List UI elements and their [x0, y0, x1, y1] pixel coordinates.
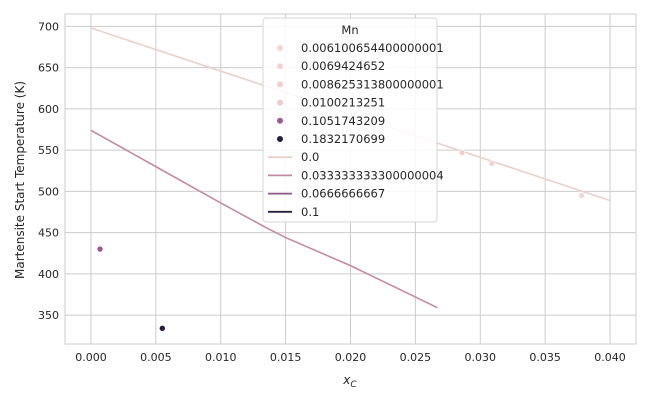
scatter-points [96, 149, 585, 332]
legend-marker [277, 117, 283, 124]
legend-label: 0.0100213251 [301, 96, 385, 110]
y-tick-label: 350 [38, 309, 59, 322]
y-axis-label: Martensite Start Temperature (K) [13, 81, 27, 279]
x-tick-label: 0.020 [335, 351, 367, 364]
legend-label: 0.1832170699 [301, 132, 385, 146]
legend-title: Mn [341, 23, 358, 37]
x-tick-label: 0.035 [529, 351, 561, 364]
scatter-point [458, 149, 466, 156]
legend-label: 0.006100654400000001 [301, 41, 444, 55]
y-tick-label: 700 [38, 20, 59, 33]
legend-label: 0.0 [301, 150, 319, 164]
legend-label: 0.1 [301, 205, 319, 219]
legend-marker [277, 45, 283, 51]
y-tick-label: 600 [38, 103, 59, 116]
legend-marker [277, 81, 283, 88]
legend-label: 0.0069424652 [301, 59, 385, 73]
x-axis-label-base: x [342, 373, 351, 387]
scatter-point [488, 160, 496, 167]
x-tick-label: 0.030 [465, 351, 497, 364]
legend-label: 0.1051743209 [301, 114, 385, 128]
y-tick-label: 500 [38, 185, 59, 198]
x-axis-label: xC [342, 373, 357, 390]
legend-marker [277, 63, 283, 70]
x-tick-label: 0.015 [270, 351, 302, 364]
series-line [90, 129, 438, 309]
scatter-point [578, 192, 585, 199]
legend-label: 0.033333333300000004 [301, 168, 444, 182]
x-axis-ticks: 0.000 0.005 0.010 0.015 0.020 0.025 0.030 0.035… [75, 351, 626, 364]
legend-marker [277, 136, 283, 142]
legend-label: 0.008625313800000001 [301, 77, 444, 91]
legend-box [262, 17, 438, 223]
scatter-point [159, 325, 166, 332]
x-axis-label-subscript: C [350, 380, 357, 390]
x-tick-label: 0.000 [75, 351, 107, 364]
x-tick-label: 0.025 [400, 351, 432, 364]
y-tick-label: 400 [38, 268, 59, 281]
legend-marker [277, 99, 283, 106]
x-tick-label: 0.010 [205, 351, 237, 364]
legend: Mn 0.006100654400000001 0.0069424652 0.008… [262, 17, 444, 223]
y-tick-label: 450 [38, 227, 59, 240]
plot-area-frame [64, 13, 637, 345]
x-tick-label: 0.040 [594, 351, 626, 364]
legend-entries: 0.006100654400000001 0.0069424652 0.008625… [268, 41, 444, 219]
legend-label: 0.0666666667 [301, 187, 385, 201]
x-tick-label: 0.005 [140, 351, 172, 364]
scatter-point [96, 245, 104, 253]
y-tick-label: 650 [38, 62, 59, 75]
y-tick-label: 550 [38, 144, 59, 157]
y-axis-ticks: 350 400 450 500 550 600 650 700 [38, 20, 59, 322]
